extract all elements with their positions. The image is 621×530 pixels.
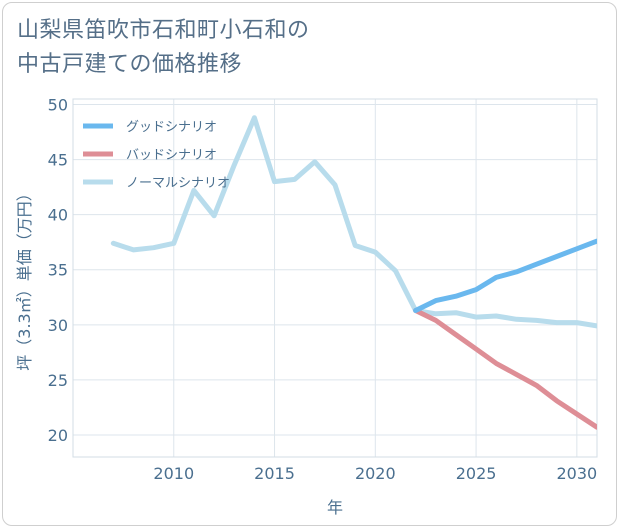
series-layer [110, 115, 597, 430]
y-tick-label: 35 [48, 261, 68, 280]
legend-label-1: バッドシナリオ [126, 148, 217, 163]
chart-title: 山梨県笛吹市石和町小石和の 中古戸建ての価格推移 [17, 14, 310, 82]
plot-area-frame [72, 98, 598, 458]
x-tick-label: 2025 [456, 464, 497, 483]
y-tick-label: 20 [48, 426, 68, 445]
legend-label-2: ノーマルシナリオ [126, 176, 230, 191]
y-tick-label: 40 [48, 206, 68, 225]
grid-layer [73, 99, 597, 457]
chart-card [2, 2, 617, 526]
x-tick-label: 2020 [355, 464, 396, 483]
x-tick-label: 2010 [153, 464, 194, 483]
y-tick-label: 45 [48, 151, 68, 170]
series-line-2 [110, 115, 597, 329]
y-tick-label: 30 [48, 316, 68, 335]
y-tick-label: 50 [48, 96, 68, 115]
legend-label-0: グッドシナリオ [126, 120, 217, 135]
series-line-1 [413, 308, 597, 430]
y-tick-label: 25 [48, 371, 68, 390]
x-tick-label: 2015 [254, 464, 295, 483]
x-tick-label: 2030 [556, 464, 597, 483]
y-axis-label: 坪（3.3㎡）単価（万円） [15, 185, 34, 370]
series-line-0 [413, 238, 597, 313]
chart-title-line-2: 中古戸建ての価格推移 [17, 52, 243, 77]
x-axis-label: 年 [327, 498, 343, 517]
chart-title-line-1: 山梨県笛吹市石和町小石和の [17, 18, 310, 43]
